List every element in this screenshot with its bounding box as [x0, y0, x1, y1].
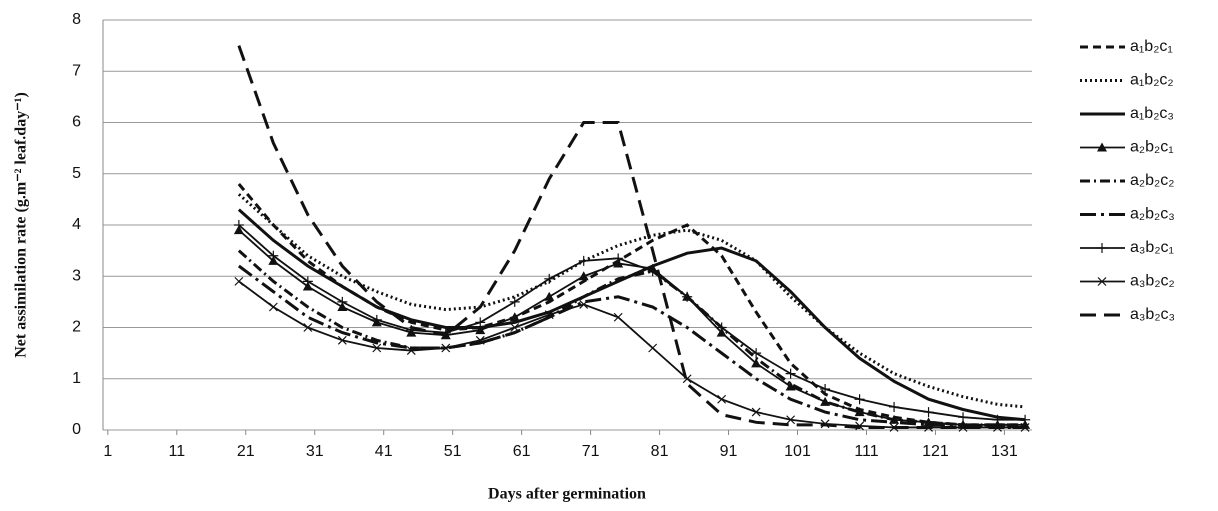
x-tick-label: 31	[306, 443, 324, 460]
marker	[751, 407, 761, 417]
marker	[268, 250, 279, 261]
marker	[613, 253, 624, 264]
series-line	[237, 208, 1026, 422]
marker	[509, 296, 520, 307]
x-tick-label: 111	[854, 443, 878, 460]
marker	[233, 220, 244, 230]
marker	[302, 276, 313, 287]
marker	[337, 296, 348, 307]
x-tick-label: 101	[784, 443, 811, 460]
y-tick-label: 4	[72, 216, 81, 233]
series-line	[237, 249, 1026, 427]
legend-label: a₁b₂c₃	[1130, 105, 1174, 122]
y-tick-label: 7	[72, 62, 81, 79]
marker	[578, 255, 589, 266]
series-line	[238, 280, 1026, 429]
legend-label: a₂b₂c₃	[1130, 206, 1175, 223]
series-line	[237, 45, 1026, 429]
x-tick-label: 131	[991, 443, 1018, 460]
marker	[579, 300, 589, 309]
marker	[751, 348, 762, 359]
x-tick-label: 91	[720, 443, 738, 460]
marker	[303, 323, 313, 332]
series-line	[237, 183, 1026, 427]
y-tick-label: 3	[72, 267, 81, 284]
legend-label: a₂b₂c₂	[1130, 172, 1174, 189]
x-tick-label: 11	[168, 443, 185, 460]
marker	[958, 423, 968, 432]
x-tick-label: 121	[922, 443, 949, 460]
y-tick-label: 1	[72, 370, 81, 387]
x-tick-label: 71	[582, 443, 600, 460]
marker	[475, 335, 485, 345]
marker	[648, 343, 658, 353]
marker	[1097, 142, 1107, 152]
marker	[510, 323, 520, 332]
marker	[475, 325, 486, 335]
marker	[509, 312, 520, 322]
marker	[406, 346, 416, 355]
marker	[820, 384, 831, 394]
marker	[441, 343, 451, 353]
series-line	[238, 229, 1026, 426]
marker	[613, 312, 623, 322]
legend-label: a₃b₂c₃	[1130, 306, 1175, 323]
legend-label: a₃b₂c₁	[1130, 239, 1174, 256]
marker	[992, 414, 1003, 425]
x-tick-label: 81	[651, 443, 669, 460]
series-line	[237, 193, 1026, 409]
y-tick-label: 5	[72, 165, 81, 182]
marker	[1097, 277, 1107, 286]
marker	[371, 314, 382, 325]
marker	[337, 335, 347, 345]
x-tick-label: 61	[513, 443, 531, 460]
marker	[544, 291, 555, 301]
marker	[544, 310, 554, 320]
marker	[923, 407, 934, 418]
y-tick-label: 0	[72, 421, 81, 438]
marker	[475, 317, 486, 328]
marker	[1097, 243, 1107, 253]
x-tick-label: 41	[375, 443, 393, 460]
marker	[578, 271, 589, 281]
marker	[751, 358, 762, 368]
marker	[717, 394, 727, 404]
marker	[716, 322, 727, 333]
legend-label: a₁b₂c₂	[1130, 72, 1174, 89]
legend-label: a₃b₂c₂	[1130, 273, 1175, 290]
marker	[234, 276, 244, 286]
x-tick-label: 21	[237, 443, 255, 460]
marker	[544, 273, 555, 284]
y-tick-label: 8	[72, 11, 81, 28]
y-axis-title: Net assimilation rate (g.m⁻² leaf.day⁻¹)	[13, 92, 30, 358]
x-axis-title: Days after germination	[488, 486, 646, 503]
marker	[268, 302, 278, 312]
legend-label: a₂b₂c₁	[1130, 139, 1174, 156]
marker	[785, 368, 796, 379]
marker	[682, 291, 693, 302]
x-tick-label: 1	[103, 443, 112, 460]
series-line	[238, 224, 1026, 421]
x-tick-label: 51	[444, 443, 462, 460]
marker	[372, 343, 382, 353]
series-line	[237, 264, 1026, 429]
y-tick-label: 6	[72, 114, 81, 131]
marker	[786, 415, 796, 425]
marker	[958, 412, 969, 423]
marker	[854, 394, 865, 405]
marker	[889, 401, 900, 412]
marker	[647, 266, 658, 277]
marker	[785, 381, 796, 391]
marker	[1020, 414, 1031, 425]
legend-label: a₁b₂c₁	[1130, 38, 1173, 55]
y-tick-label: 2	[72, 319, 81, 336]
